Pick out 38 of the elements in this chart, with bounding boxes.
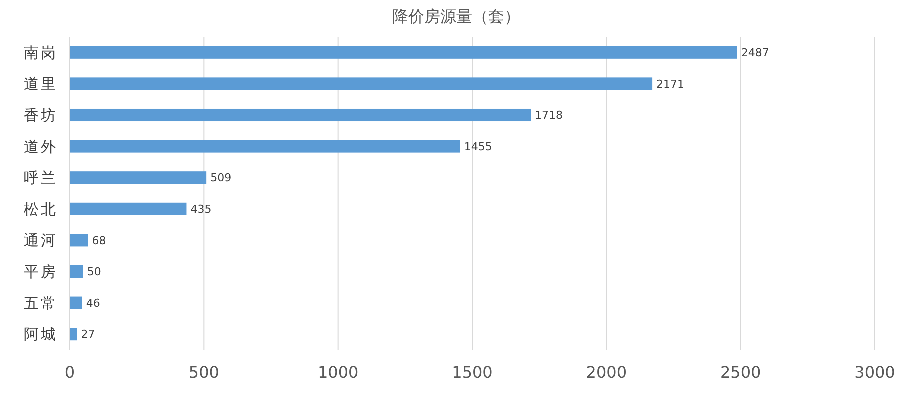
x-tick-label: 0 — [64, 363, 76, 382]
bar — [70, 328, 78, 341]
bar — [70, 234, 88, 247]
y-tick-label: 阿城 — [24, 326, 58, 344]
x-tick-label: 2000 — [586, 363, 628, 382]
y-tick-label: 五常 — [24, 294, 58, 312]
x-tick-label: 500 — [188, 363, 220, 382]
bar — [70, 265, 84, 278]
y-tick-label: 松北 — [24, 200, 58, 218]
data-label: 2487 — [741, 46, 770, 60]
y-tick-label: 香坊 — [24, 106, 58, 124]
data-label: 27 — [81, 328, 96, 342]
bar — [70, 46, 738, 59]
data-label: 1455 — [464, 140, 492, 154]
y-tick-label: 通河 — [24, 232, 58, 250]
data-label: 435 — [190, 203, 212, 216]
y-tick-label: 南岗 — [24, 44, 58, 62]
data-label: 509 — [210, 172, 232, 185]
y-tick-label: 道里 — [24, 75, 58, 94]
data-label: 50 — [87, 266, 102, 279]
y-tick-label: 呼兰 — [24, 169, 58, 188]
bar — [70, 78, 653, 90]
chart-title: 降价房源量（套） — [392, 7, 520, 26]
bar — [70, 140, 460, 153]
y-tick-label: 平房 — [24, 263, 58, 281]
data-label: 2171 — [656, 78, 685, 91]
bar — [70, 108, 531, 122]
data-label: 68 — [92, 234, 106, 248]
x-tick-label: 1000 — [318, 363, 359, 382]
data-label: 46 — [86, 296, 100, 310]
bar — [70, 172, 207, 184]
x-tick-label: 2500 — [720, 363, 762, 382]
y-tick-label: 道外 — [24, 138, 58, 156]
x-tick-label: 1500 — [452, 363, 493, 382]
data-label: 1718 — [534, 109, 563, 122]
bar — [70, 296, 82, 310]
bar — [70, 202, 187, 216]
x-tick-label: 3000 — [854, 363, 896, 382]
